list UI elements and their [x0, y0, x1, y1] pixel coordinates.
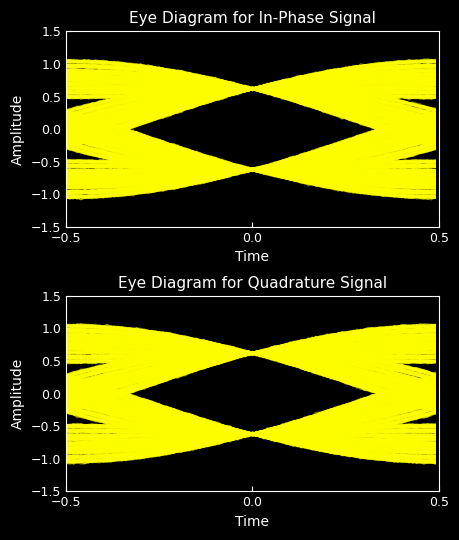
Title: Eye Diagram for Quadrature Signal: Eye Diagram for Quadrature Signal — [118, 275, 386, 291]
X-axis label: Time: Time — [235, 251, 269, 265]
Title: Eye Diagram for In-Phase Signal: Eye Diagram for In-Phase Signal — [129, 11, 375, 26]
X-axis label: Time: Time — [235, 515, 269, 529]
Y-axis label: Amplitude: Amplitude — [11, 93, 25, 165]
Y-axis label: Amplitude: Amplitude — [11, 358, 25, 429]
